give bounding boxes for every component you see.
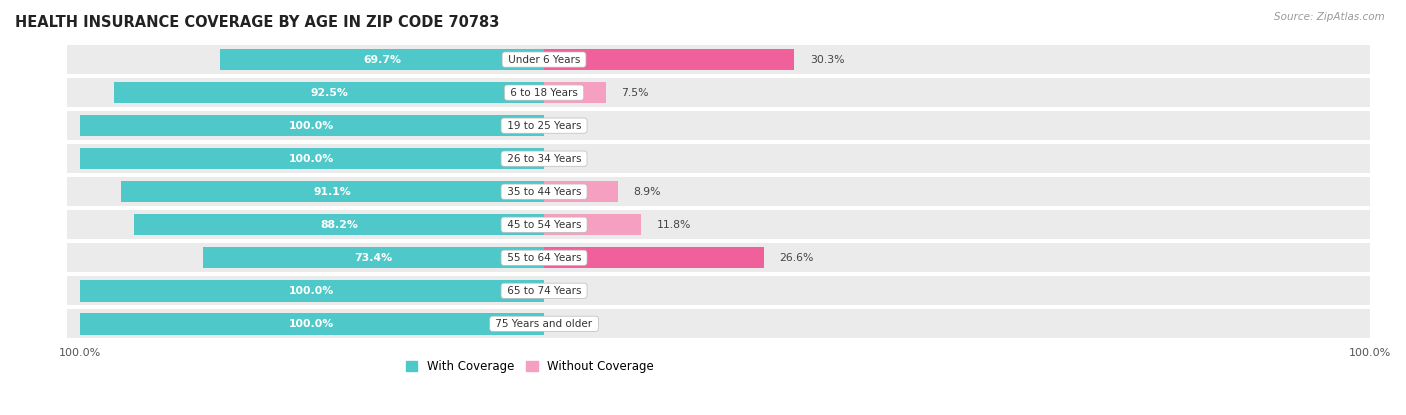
Bar	[544, 82, 606, 103]
Text: 19 to 25 Years: 19 to 25 Years	[503, 121, 585, 131]
Text: 0.0%: 0.0%	[560, 154, 588, 164]
Text: 92.5%: 92.5%	[311, 88, 349, 98]
Bar	[202, 247, 544, 269]
Text: 75 Years and older: 75 Years and older	[492, 319, 596, 329]
Bar	[66, 276, 1382, 305]
Bar	[66, 309, 1382, 338]
Text: 0.0%: 0.0%	[560, 121, 588, 131]
Text: 26 to 34 Years: 26 to 34 Years	[503, 154, 585, 164]
Bar	[80, 313, 544, 334]
Text: 88.2%: 88.2%	[321, 220, 359, 230]
Bar	[80, 148, 544, 169]
Bar	[135, 214, 544, 235]
Bar	[80, 115, 544, 137]
Bar	[66, 111, 1382, 140]
Text: 26.6%: 26.6%	[779, 253, 814, 263]
Text: 7.5%: 7.5%	[621, 88, 650, 98]
Text: 11.8%: 11.8%	[657, 220, 692, 230]
Bar	[544, 247, 763, 269]
Bar	[80, 280, 544, 302]
Text: 45 to 54 Years: 45 to 54 Years	[503, 220, 585, 230]
Bar	[66, 45, 1382, 74]
Bar	[221, 49, 544, 70]
Text: 91.1%: 91.1%	[314, 187, 352, 197]
Bar	[544, 214, 641, 235]
Text: 0.0%: 0.0%	[560, 319, 588, 329]
Legend: With Coverage, Without Coverage: With Coverage, Without Coverage	[401, 355, 659, 377]
Bar	[66, 177, 1382, 206]
Text: Source: ZipAtlas.com: Source: ZipAtlas.com	[1274, 12, 1385, 22]
Text: 100.0%: 100.0%	[290, 319, 335, 329]
Bar	[544, 181, 617, 203]
Bar	[66, 144, 1382, 173]
Text: 8.9%: 8.9%	[633, 187, 661, 197]
Bar	[114, 82, 544, 103]
Text: 100.0%: 100.0%	[290, 121, 335, 131]
Bar	[544, 49, 794, 70]
Bar	[121, 181, 544, 203]
Bar	[66, 78, 1382, 107]
Text: 0.0%: 0.0%	[560, 286, 588, 296]
Text: 100.0%: 100.0%	[290, 154, 335, 164]
Text: 6 to 18 Years: 6 to 18 Years	[508, 88, 581, 98]
Text: 69.7%: 69.7%	[363, 55, 401, 65]
Text: 100.0%: 100.0%	[290, 286, 335, 296]
Text: 73.4%: 73.4%	[354, 253, 392, 263]
Text: 30.3%: 30.3%	[810, 55, 844, 65]
Bar	[66, 210, 1382, 239]
Text: HEALTH INSURANCE COVERAGE BY AGE IN ZIP CODE 70783: HEALTH INSURANCE COVERAGE BY AGE IN ZIP …	[15, 15, 499, 30]
Text: 35 to 44 Years: 35 to 44 Years	[503, 187, 585, 197]
Bar	[66, 243, 1382, 272]
Text: 65 to 74 Years: 65 to 74 Years	[503, 286, 585, 296]
Text: 55 to 64 Years: 55 to 64 Years	[503, 253, 585, 263]
Text: Under 6 Years: Under 6 Years	[505, 55, 583, 65]
